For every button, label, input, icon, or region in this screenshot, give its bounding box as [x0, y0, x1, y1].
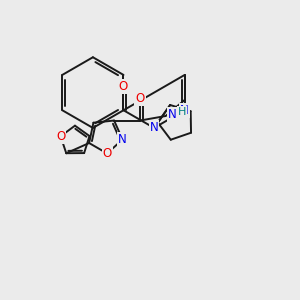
Text: O: O — [135, 92, 145, 105]
Text: H: H — [178, 106, 186, 117]
Text: N: N — [168, 108, 176, 121]
Text: O: O — [119, 80, 128, 93]
Text: O: O — [56, 130, 65, 143]
Text: N: N — [118, 133, 127, 146]
Text: N: N — [180, 104, 189, 117]
Text: O: O — [103, 147, 112, 160]
Text: N: N — [150, 122, 158, 134]
